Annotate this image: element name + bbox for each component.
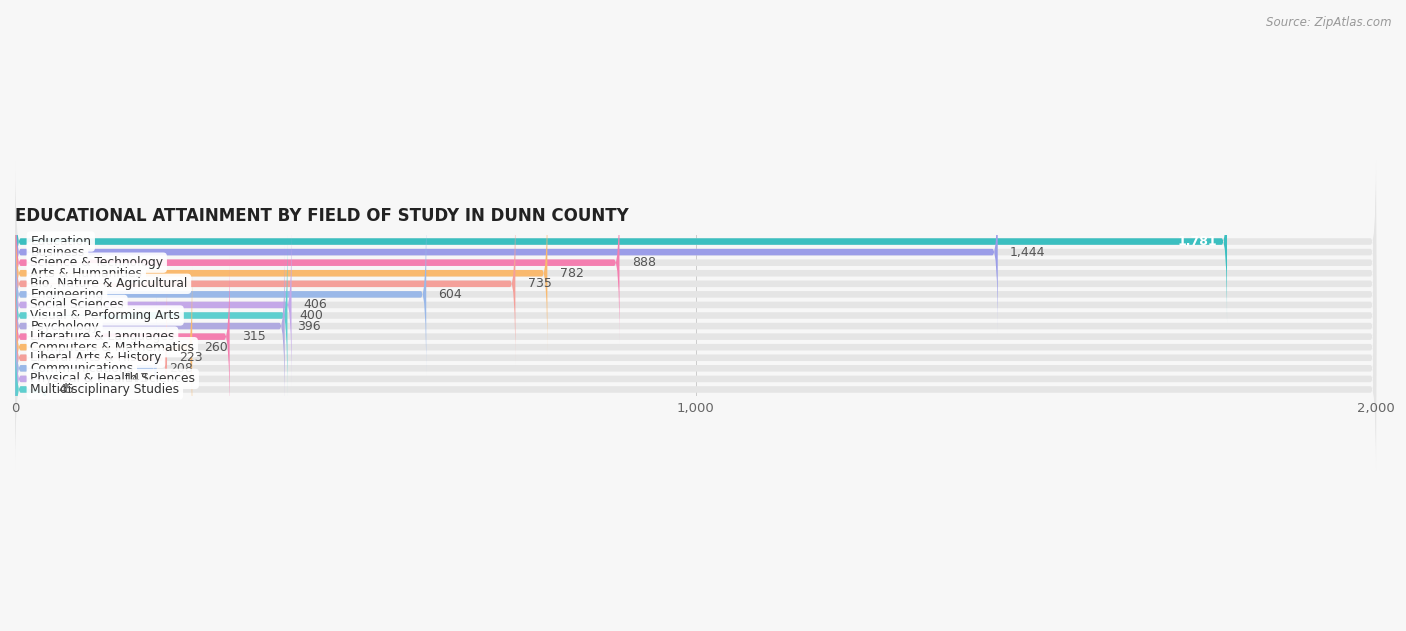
Text: Literature & Languages: Literature & Languages <box>31 330 174 343</box>
Text: 1,444: 1,444 <box>1010 245 1046 259</box>
FancyBboxPatch shape <box>15 234 1376 397</box>
FancyBboxPatch shape <box>15 245 1376 408</box>
Text: Liberal Arts & History: Liberal Arts & History <box>31 351 162 364</box>
FancyBboxPatch shape <box>15 160 1227 323</box>
FancyBboxPatch shape <box>15 256 1376 418</box>
Text: 400: 400 <box>299 309 323 322</box>
FancyBboxPatch shape <box>15 287 1376 449</box>
Text: Multidisciplinary Studies: Multidisciplinary Studies <box>31 383 180 396</box>
FancyBboxPatch shape <box>15 203 1376 365</box>
FancyBboxPatch shape <box>15 192 1376 355</box>
FancyBboxPatch shape <box>15 171 998 333</box>
Text: 782: 782 <box>560 267 583 280</box>
Text: 260: 260 <box>204 341 228 354</box>
Text: Physical & Health Sciences: Physical & Health Sciences <box>31 372 195 386</box>
Text: 888: 888 <box>631 256 655 269</box>
Text: Social Sciences: Social Sciences <box>31 298 124 312</box>
Text: 223: 223 <box>179 351 202 364</box>
FancyBboxPatch shape <box>15 213 1376 375</box>
FancyBboxPatch shape <box>15 276 167 439</box>
FancyBboxPatch shape <box>15 182 1376 344</box>
Text: Communications: Communications <box>31 362 134 375</box>
FancyBboxPatch shape <box>15 171 1376 333</box>
Text: 604: 604 <box>439 288 463 301</box>
FancyBboxPatch shape <box>15 298 1376 460</box>
FancyBboxPatch shape <box>15 266 1376 428</box>
Text: Engineering: Engineering <box>31 288 104 301</box>
FancyBboxPatch shape <box>15 160 1376 323</box>
FancyBboxPatch shape <box>15 234 287 397</box>
FancyBboxPatch shape <box>15 298 112 460</box>
FancyBboxPatch shape <box>15 308 1376 471</box>
Text: Science & Technology: Science & Technology <box>31 256 163 269</box>
Text: 1,781: 1,781 <box>1177 235 1216 248</box>
Text: 143: 143 <box>125 372 149 386</box>
FancyBboxPatch shape <box>15 266 193 428</box>
Text: EDUCATIONAL ATTAINMENT BY FIELD OF STUDY IN DUNN COUNTY: EDUCATIONAL ATTAINMENT BY FIELD OF STUDY… <box>15 207 628 225</box>
FancyBboxPatch shape <box>15 223 1376 386</box>
Text: Business: Business <box>31 245 84 259</box>
Text: 406: 406 <box>304 298 328 312</box>
Text: Source: ZipAtlas.com: Source: ZipAtlas.com <box>1267 16 1392 29</box>
Text: Education: Education <box>31 235 91 248</box>
FancyBboxPatch shape <box>15 192 547 355</box>
Text: 208: 208 <box>169 362 193 375</box>
FancyBboxPatch shape <box>15 213 426 375</box>
FancyBboxPatch shape <box>15 256 229 418</box>
FancyBboxPatch shape <box>15 245 285 408</box>
FancyBboxPatch shape <box>15 203 516 365</box>
Text: Bio, Nature & Agricultural: Bio, Nature & Agricultural <box>31 277 187 290</box>
Text: 735: 735 <box>527 277 551 290</box>
FancyBboxPatch shape <box>15 276 1376 439</box>
FancyBboxPatch shape <box>15 308 46 471</box>
Text: 396: 396 <box>297 319 321 333</box>
Text: Computers & Mathematics: Computers & Mathematics <box>31 341 194 354</box>
Text: Arts & Humanities: Arts & Humanities <box>31 267 142 280</box>
FancyBboxPatch shape <box>15 223 291 386</box>
Text: 45: 45 <box>58 383 75 396</box>
FancyBboxPatch shape <box>15 287 157 449</box>
Text: Psychology: Psychology <box>31 319 98 333</box>
Text: 315: 315 <box>242 330 266 343</box>
Text: Visual & Performing Arts: Visual & Performing Arts <box>31 309 180 322</box>
FancyBboxPatch shape <box>15 182 620 344</box>
